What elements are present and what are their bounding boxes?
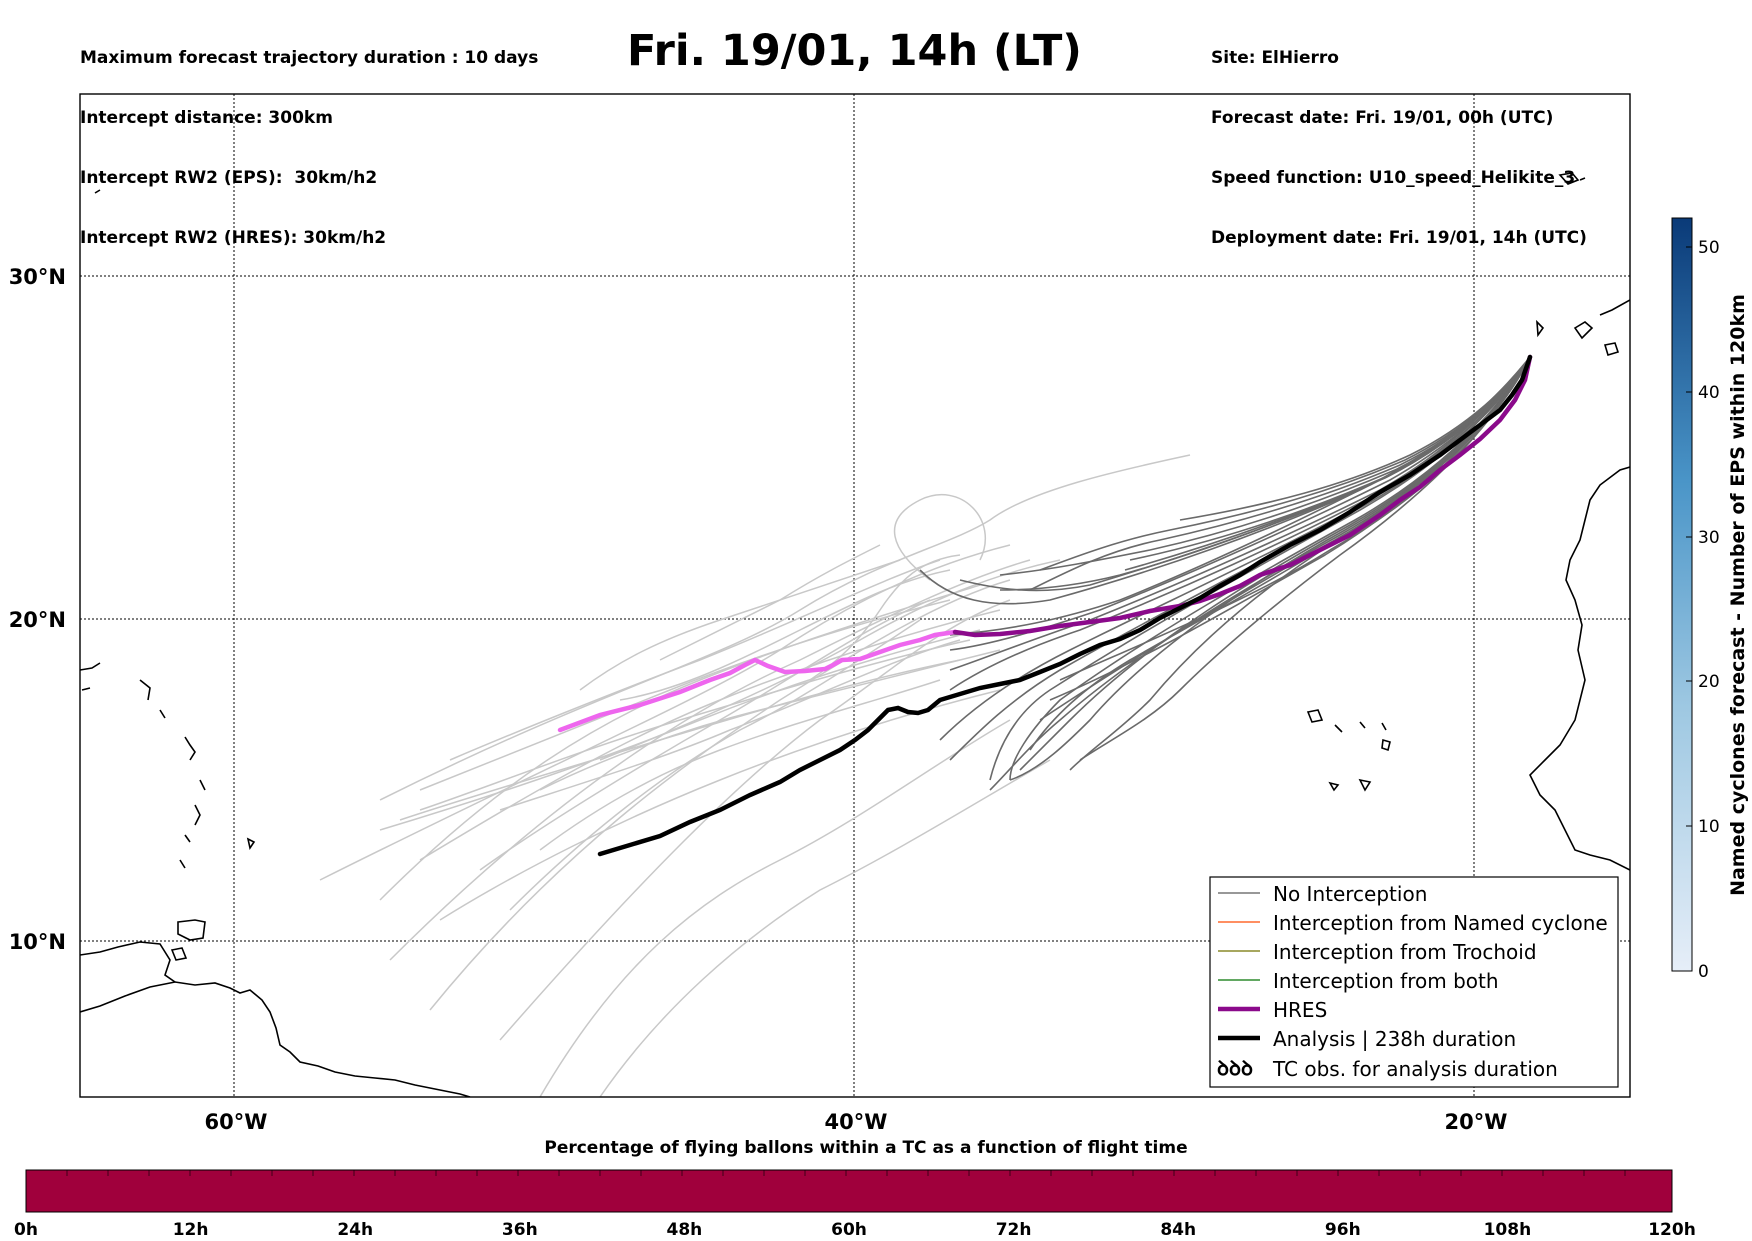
- legend-box: [1209, 876, 1619, 1088]
- flight-time-tick: 120h: [1648, 1220, 1696, 1240]
- colorbar-tick-label: 20: [1698, 672, 1720, 692]
- legend-label: Interception from both: [1273, 969, 1499, 993]
- virgin-islands: [139, 679, 166, 719]
- canary-islands: [1536, 319, 1620, 356]
- flight-time-tick: 48h: [667, 1220, 703, 1240]
- flight-time-bar-fill: [25, 1169, 1673, 1213]
- info-right-line: Deployment date: Fri. 19/01, 14h (UTC): [1211, 228, 1587, 248]
- trinidad: [170, 947, 188, 961]
- info-right-line: Site: ElHierro: [1211, 48, 1339, 68]
- flight-time-tick: 24h: [337, 1220, 373, 1240]
- colorbar-gradient: [1671, 217, 1693, 972]
- africa-coast: [1529, 466, 1630, 871]
- lon-tick-20: 20°W: [1445, 1110, 1508, 1134]
- colorbar-tick-label: 40: [1698, 383, 1720, 403]
- flight-time-bar-minor-ticks: [66, 1170, 1626, 1176]
- colorbar-tick-label: 50: [1698, 238, 1720, 258]
- cyclone-icon: ꝺꝺꝺ: [1217, 1056, 1253, 1080]
- flight-time-tick: 72h: [996, 1220, 1032, 1240]
- hres-dark-segment: [952, 354, 1533, 638]
- flight-time-bar-title: Percentage of flying ballons within a TC…: [544, 1138, 1188, 1158]
- lesser-antilles: [179, 736, 206, 869]
- flight-time-tick: 108h: [1484, 1220, 1532, 1240]
- flight-time-tick: 36h: [502, 1220, 538, 1240]
- colorbar-tick-label: 10: [1698, 817, 1720, 837]
- info-left: Maximum forecast trajectory duration : 1…: [80, 8, 538, 268]
- flight-time-tick: 0h: [14, 1220, 38, 1240]
- map-frame: [79, 93, 1631, 1098]
- info-left-line: Intercept distance: 300km: [80, 108, 333, 128]
- bermuda: [94, 189, 101, 194]
- venezuela-coast: [80, 941, 176, 983]
- colorbar: 50 40 30 20 10 0 Named cyclones forecast…: [1671, 217, 1749, 982]
- info-left-line: Intercept RW2 (EPS): 30km/h2: [80, 168, 378, 188]
- south-america-coast: [80, 981, 471, 1097]
- eps-trajectories-light: [319, 454, 1191, 1097]
- info-right-line: Forecast date: Fri. 19/01, 00h (UTC): [1211, 108, 1554, 128]
- info-right: Site: ElHierro Forecast date: Fri. 19/01…: [1211, 8, 1587, 268]
- small-island: [246, 837, 256, 851]
- lat-tick-20: 20°N: [9, 608, 66, 632]
- flight-time-tick: 84h: [1160, 1220, 1196, 1240]
- legend-label: Interception from Trochoid: [1273, 940, 1537, 964]
- legend-label: TC obs. for analysis duration: [1272, 1057, 1558, 1081]
- legend-label: No Interception: [1273, 882, 1427, 906]
- info-left-line: Maximum forecast trajectory duration : 1…: [80, 48, 539, 68]
- lon-tick-40: 40°W: [825, 1110, 888, 1134]
- gridlines: [80, 94, 1630, 1097]
- puerto-rico: [80, 662, 101, 691]
- analysis-trajectory: [597, 354, 1533, 857]
- info-right-line: Speed function: U10_speed_Helikite_3: [1211, 168, 1576, 188]
- hres-trajectory: [557, 354, 1533, 733]
- lat-tick-30: 30°N: [9, 265, 66, 289]
- colorbar-tick-label: 30: [1698, 528, 1720, 548]
- cape-verde: [1306, 709, 1391, 792]
- lon-tick-60: 60°W: [205, 1110, 268, 1134]
- colorbar-ticks: [1686, 246, 1692, 972]
- coastlines: [80, 172, 1630, 1097]
- flight-time-tick: 12h: [173, 1220, 209, 1240]
- legend: No Interception Interception from Named …: [1209, 876, 1619, 1088]
- africa-coast-north: [1599, 299, 1630, 316]
- page-title: Fri. 19/01, 14h (LT): [627, 26, 1082, 76]
- legend-label: Analysis | 238h duration: [1273, 1027, 1516, 1051]
- flight-time-bar: 0h 12h 24h 36h 48h 60h 72h 84h 96h 108h …: [14, 1169, 1696, 1240]
- madeira: [1558, 172, 1586, 185]
- info-left-line: Intercept RW2 (HRES): 30km/h2: [80, 228, 387, 248]
- colorbar-tick-label: 0: [1698, 962, 1709, 982]
- legend-label: HRES: [1273, 998, 1327, 1022]
- hres-light-segment: [557, 629, 958, 733]
- flight-time-tick: 96h: [1325, 1220, 1361, 1240]
- lat-tick-10: 10°N: [9, 930, 66, 954]
- caribbean-islands: [177, 919, 206, 941]
- flight-time-tick: 60h: [831, 1220, 867, 1240]
- legend-label: Interception from Named cyclone: [1273, 911, 1608, 935]
- colorbar-label: Named cyclones forecast - Number of EPS …: [1727, 294, 1749, 896]
- eps-trajectories-dark: [919, 356, 1531, 791]
